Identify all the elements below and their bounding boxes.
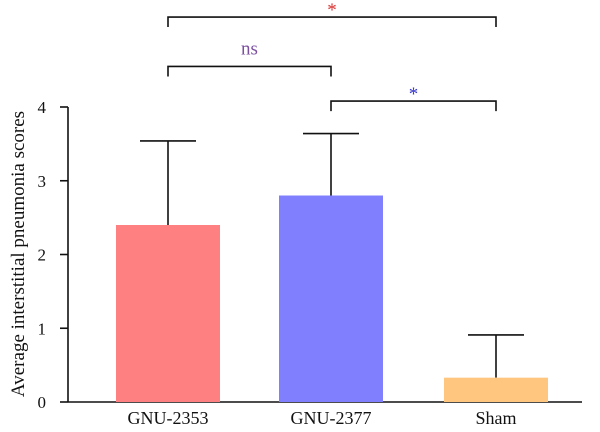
x-tick-label: Sham xyxy=(475,408,516,428)
significance-label: ns xyxy=(241,38,258,59)
bar xyxy=(116,225,220,402)
y-tick-label: 2 xyxy=(38,246,47,265)
significance-brackets: ns * * xyxy=(167,0,497,112)
x-tick-labels: GNU-2353 GNU-2377 Sham xyxy=(128,408,517,428)
significance-bracket xyxy=(167,16,497,28)
x-tick-label: GNU-2353 xyxy=(128,408,209,428)
significance-label: * xyxy=(409,84,419,105)
x-tick-label: GNU-2377 xyxy=(291,408,372,428)
bars xyxy=(116,195,548,402)
significance-bracket xyxy=(167,65,332,77)
y-tick-label: 4 xyxy=(38,98,47,117)
y-tick-label: 1 xyxy=(38,319,47,338)
significance-bracket xyxy=(330,100,497,112)
y-axis-label: Average interstitial pneumonia scores xyxy=(8,111,29,397)
y-tick-label: 0 xyxy=(38,393,47,412)
y-ticks: 0 1 2 3 4 xyxy=(38,98,68,412)
significance-label: * xyxy=(327,0,337,21)
error-bars xyxy=(140,132,524,378)
bar xyxy=(444,377,548,402)
bar xyxy=(279,195,383,402)
y-tick-label: 3 xyxy=(38,172,47,191)
